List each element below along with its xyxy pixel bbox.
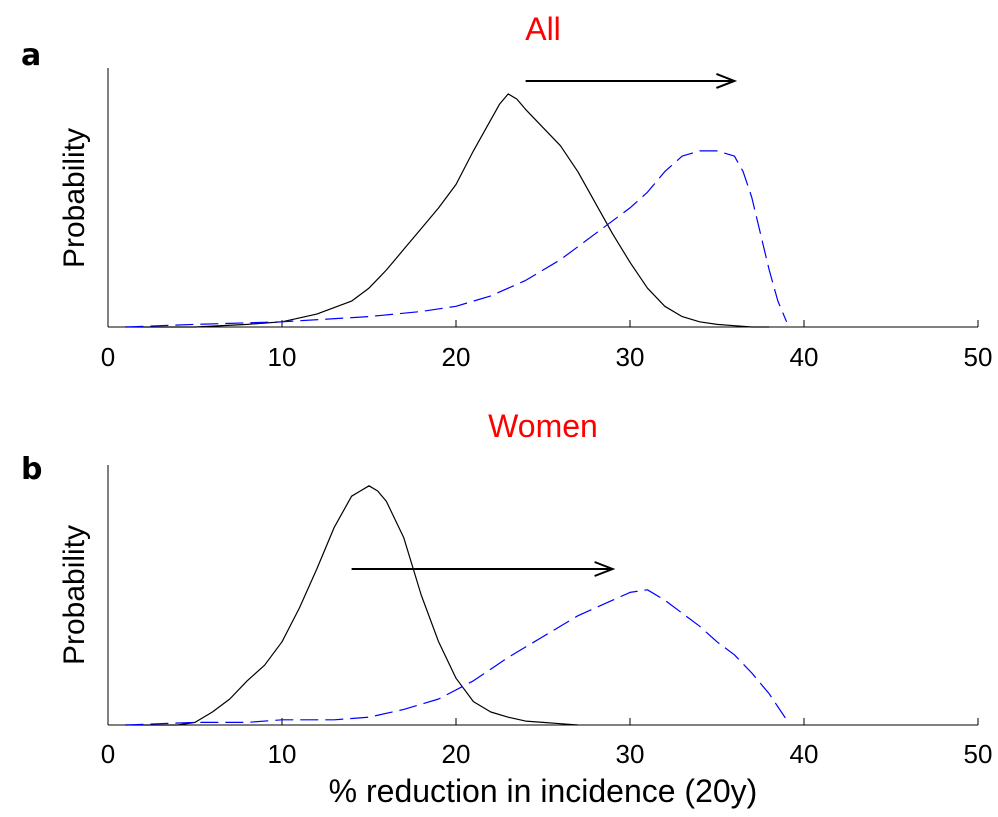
- x-tick-label: 30: [616, 739, 645, 769]
- x-tick-label: 0: [101, 739, 115, 769]
- series-line-2: [125, 589, 788, 726]
- x-tick-label: 40: [790, 739, 819, 769]
- x-tick-label: 20: [442, 739, 471, 769]
- panel-letter-a: a: [21, 38, 42, 73]
- x-tick-label: 10: [268, 739, 297, 769]
- series-line-1: [125, 93, 770, 328]
- x-tick-label: 50: [964, 739, 993, 769]
- x-tick-label: 20: [442, 342, 471, 372]
- x-tick-label: 50: [964, 342, 993, 372]
- x-tick-label: 0: [101, 342, 115, 372]
- x-tick-label: 10: [268, 342, 297, 372]
- x-tick-label: 30: [616, 342, 645, 372]
- series-line-2: [125, 150, 788, 328]
- y-axis-label: Probability: [58, 525, 91, 665]
- panel-letter-b: b: [21, 452, 43, 487]
- chart-title: All: [525, 11, 561, 47]
- x-axis-label: % reduction in incidence (20y): [329, 773, 758, 809]
- chart-title: Women: [488, 408, 598, 444]
- series-line-1: [125, 485, 578, 726]
- x-tick-label: 40: [790, 342, 819, 372]
- y-axis-label: Probability: [58, 128, 91, 268]
